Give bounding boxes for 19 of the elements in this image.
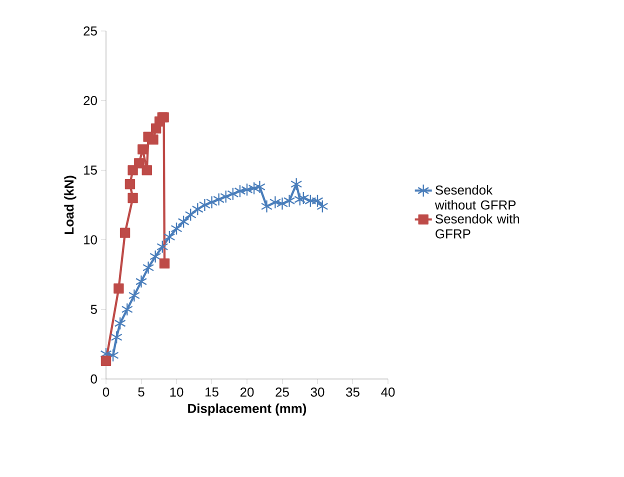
y-tick-label: 0 bbox=[90, 374, 97, 384]
y-tick-label: 10 bbox=[84, 235, 97, 244]
legend-label: Sesendok without GFRP bbox=[434, 185, 516, 210]
x-tick-label: 25 bbox=[276, 388, 289, 397]
x-tick-label: 0 bbox=[102, 388, 110, 397]
x-tick-label: 20 bbox=[240, 388, 254, 397]
y-tick-label: 25 bbox=[84, 26, 97, 36]
x-tick-label: 10 bbox=[170, 388, 184, 397]
y-tick-label: 20 bbox=[84, 96, 97, 106]
x-tick-label: 5 bbox=[138, 388, 144, 397]
x-tick-label: 30 bbox=[310, 388, 324, 397]
y-tick-label: 5 bbox=[90, 304, 97, 314]
x-tick-label: 35 bbox=[346, 388, 360, 397]
y-axis-title: Load (kN) bbox=[64, 176, 76, 234]
legend-label: Sesendok with GFRP bbox=[436, 214, 520, 238]
x-tick-label: 15 bbox=[206, 388, 218, 397]
y-tick-label: 15 bbox=[84, 166, 97, 175]
x-axis-title: Displacement (mm) bbox=[188, 404, 306, 416]
x-tick-label: 40 bbox=[381, 388, 395, 397]
